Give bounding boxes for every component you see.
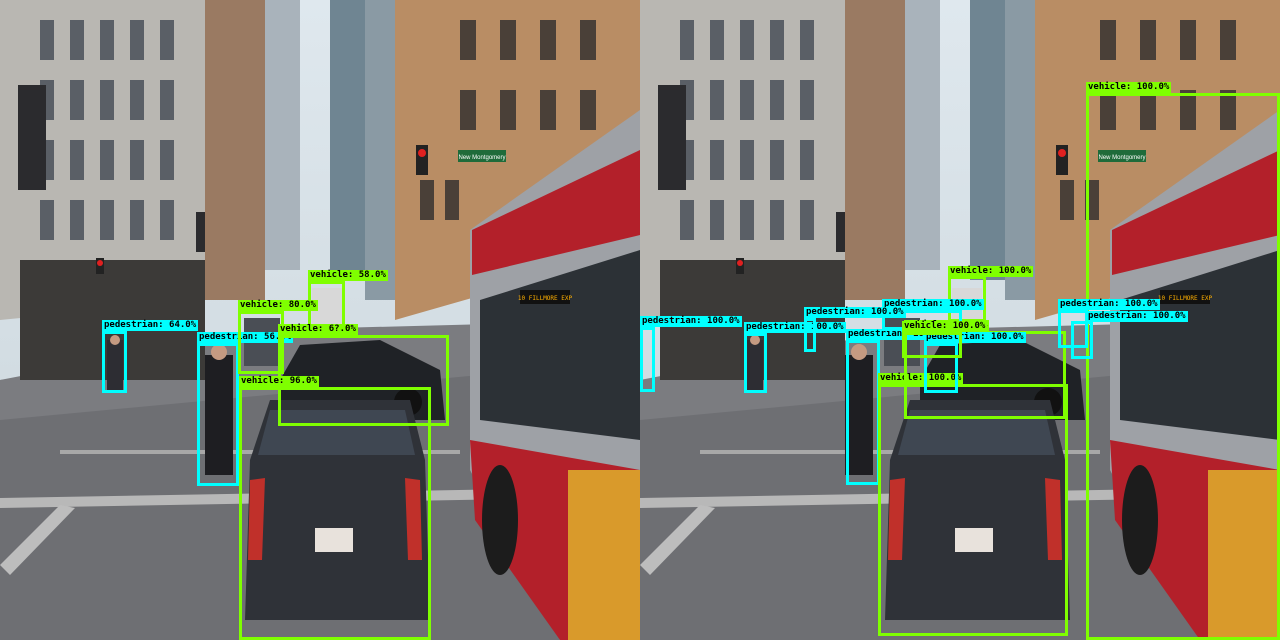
detection-label: pedestrian: 100.0% xyxy=(924,332,1026,343)
detection-label: vehicle: 100.0% xyxy=(878,373,964,384)
detection-box-vehicle xyxy=(1086,93,1280,640)
detection-label: pedestrian: 100.0% xyxy=(846,329,948,340)
detection-box-pedestrian xyxy=(804,318,816,352)
detection-box-vehicle xyxy=(238,311,284,374)
detection-label: vehicle: 100.0% xyxy=(1086,82,1172,93)
detection-box-vehicle xyxy=(239,387,431,640)
detection-box-pedestrian xyxy=(197,343,239,486)
left-panel: New Montgomery 10 FILLMORE EXP pedestria… xyxy=(0,0,640,640)
right-panel: New Montgomery 10 FILLMORE EXP vehicle: … xyxy=(640,0,1280,640)
detection-label: pedestrian: 100.0% xyxy=(744,322,846,333)
detection-label: pedestrian: 64.0% xyxy=(102,320,199,331)
detection-box-vehicle xyxy=(902,332,962,358)
detection-label: vehicle: 100.0% xyxy=(948,266,1034,277)
street-sign: New Montgomery xyxy=(458,155,505,161)
detection-box-pedestrian xyxy=(744,333,767,393)
detection-label: pedestrian: 100.0% xyxy=(1086,311,1188,322)
detection-label: pedestrian: 100.0% xyxy=(804,307,906,318)
detection-label: vehicle: 96.0% xyxy=(239,376,319,387)
bus-destination: 10 FILLMORE EXP xyxy=(1158,295,1213,302)
detection-label: vehicle: 80.0% xyxy=(238,300,318,311)
detection-box-pedestrian xyxy=(924,343,958,393)
detection-label: vehicle: 6?.0% xyxy=(278,324,358,335)
street-sign: New Montgomery xyxy=(1098,155,1145,161)
detection-box-pedestrian xyxy=(1071,321,1093,359)
detection-label: pedestrian: 56.0% xyxy=(197,332,294,343)
detection-box-vehicle xyxy=(878,384,1068,636)
detection-label: vehicle: 58.0% xyxy=(308,270,388,281)
detection-box-pedestrian xyxy=(640,327,655,392)
bus-destination: 10 FILLMORE EXP xyxy=(518,295,573,302)
detection-box-pedestrian xyxy=(846,340,880,485)
street-scene: New Montgomery 10 FILLMORE EXP xyxy=(0,0,640,640)
detection-label: pedestrian: 100.0% xyxy=(1058,299,1160,310)
detection-box-pedestrian xyxy=(102,331,127,393)
detection-label: vehicle: 100.0% xyxy=(902,321,988,332)
detection-label: pedestrian: 100.0% xyxy=(640,316,742,327)
detection-label: pedestrian: 100.0% xyxy=(882,299,984,310)
